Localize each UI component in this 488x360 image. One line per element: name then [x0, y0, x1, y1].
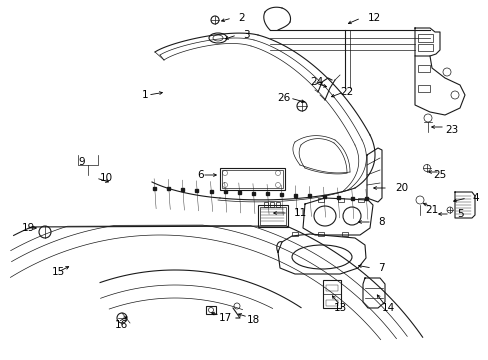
Text: 5: 5	[456, 209, 463, 219]
Text: 9: 9	[79, 157, 85, 167]
Text: 7: 7	[377, 263, 384, 273]
Text: 22: 22	[339, 87, 352, 97]
Text: 8: 8	[377, 217, 384, 227]
Text: 24: 24	[309, 77, 323, 87]
Text: 18: 18	[246, 315, 259, 325]
Bar	[350, 197, 353, 199]
Text: 3: 3	[243, 30, 249, 40]
Text: 10: 10	[100, 173, 113, 183]
Text: 12: 12	[367, 13, 381, 23]
Text: 15: 15	[52, 267, 65, 277]
Bar	[195, 189, 198, 192]
Bar	[280, 193, 283, 196]
Text: 14: 14	[381, 303, 394, 313]
Bar	[153, 187, 156, 190]
Text: 23: 23	[444, 125, 457, 135]
Bar	[181, 188, 184, 191]
Text: 19: 19	[22, 223, 35, 233]
Bar	[322, 195, 325, 198]
Bar	[167, 188, 170, 190]
Text: 25: 25	[432, 170, 446, 180]
Text: 11: 11	[293, 208, 306, 218]
Text: 13: 13	[333, 303, 346, 313]
Bar	[308, 194, 311, 198]
Text: 1: 1	[141, 90, 148, 100]
Text: 20: 20	[394, 183, 407, 193]
Bar	[294, 194, 297, 197]
Bar	[237, 191, 240, 194]
Bar	[265, 192, 268, 195]
Text: 21: 21	[425, 205, 438, 215]
Bar	[364, 197, 367, 200]
Bar	[251, 192, 254, 195]
Text: 4: 4	[471, 193, 478, 203]
Text: 26: 26	[276, 93, 289, 103]
Text: 2: 2	[238, 13, 244, 23]
Bar	[223, 190, 226, 193]
Bar	[336, 196, 339, 199]
Text: 6: 6	[197, 170, 203, 180]
Bar	[209, 189, 212, 193]
Text: 17: 17	[218, 313, 231, 323]
Text: 16: 16	[115, 320, 128, 330]
